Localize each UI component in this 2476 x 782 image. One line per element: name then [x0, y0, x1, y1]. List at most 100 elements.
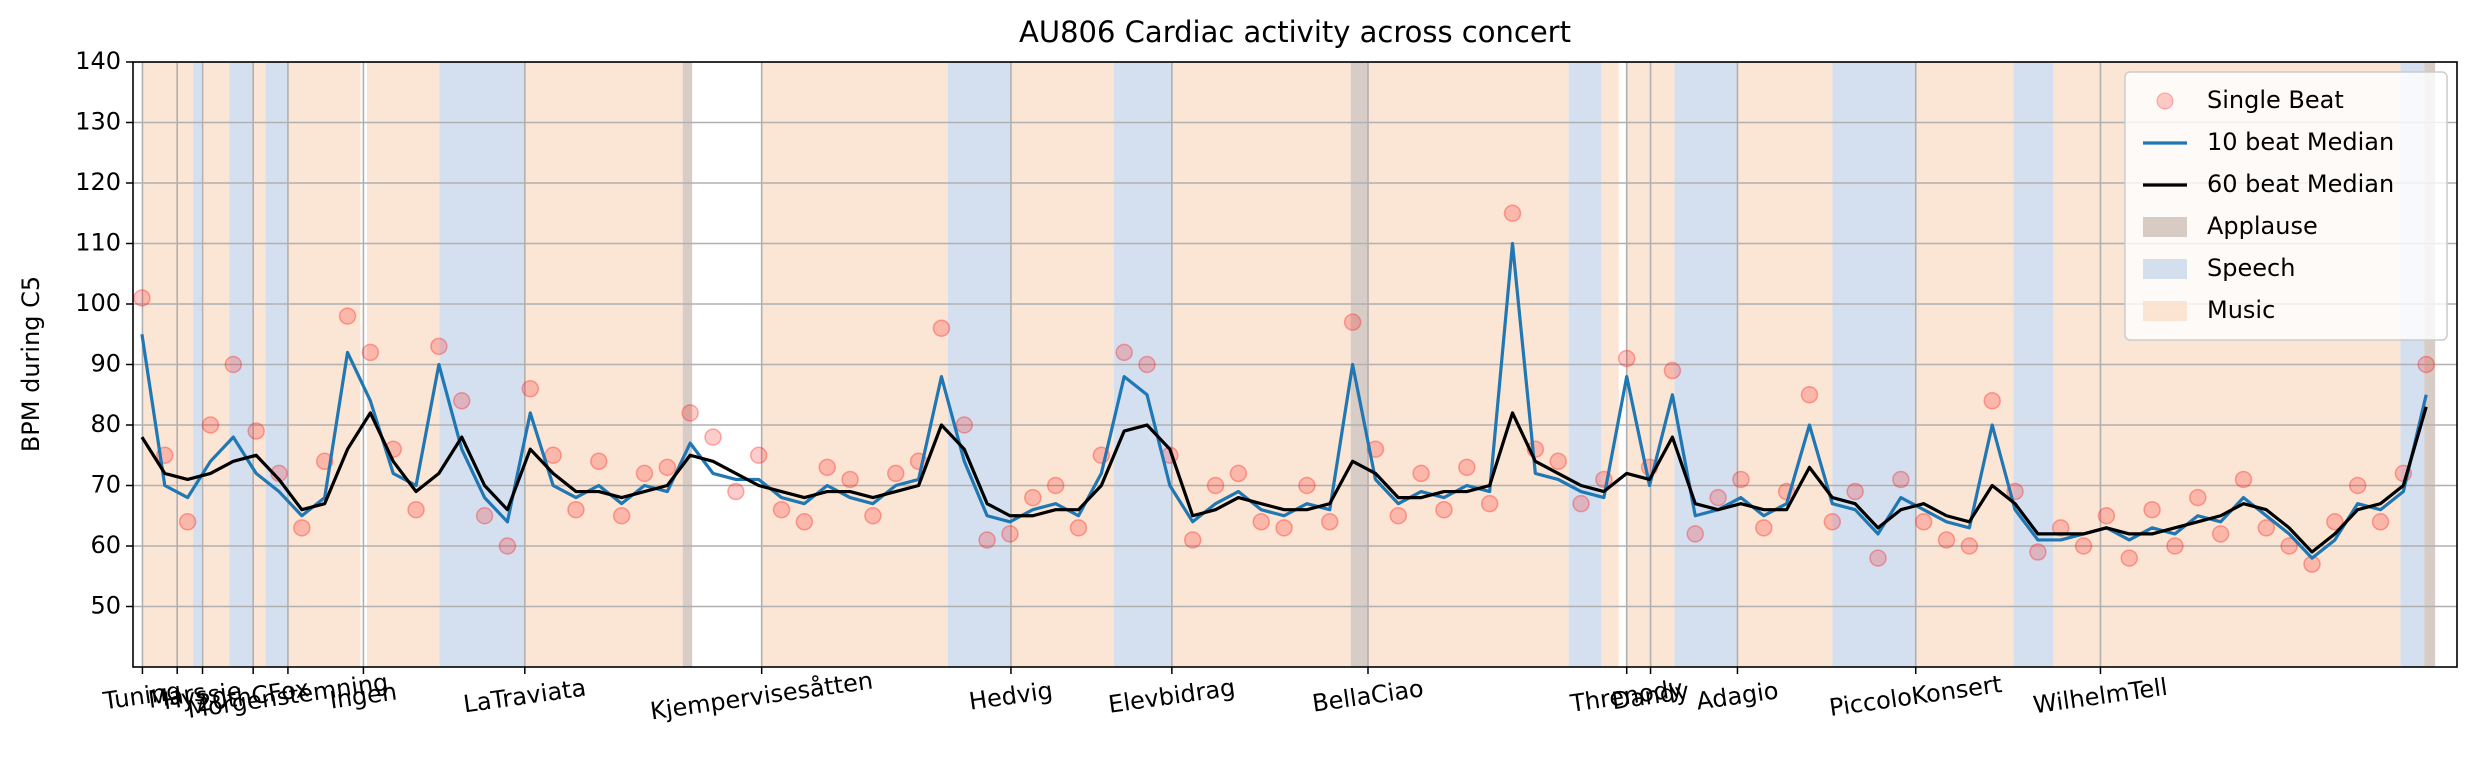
beat-point	[475, 507, 494, 525]
beat-point	[1686, 525, 1704, 543]
beat-point	[1937, 531, 1956, 549]
y-tick-label: 100	[75, 289, 121, 317]
beat-point	[133, 289, 151, 307]
legend: Single Beat 10 beat Median 60 beat Median A…	[2124, 71, 2448, 341]
beat-point	[498, 537, 517, 555]
beat-point	[2166, 537, 2184, 555]
y-tick-label: 60	[90, 531, 121, 559]
beat-point	[1755, 519, 1773, 537]
y-tick-label: 80	[90, 410, 121, 438]
beat-point	[841, 470, 859, 489]
beat-point	[407, 500, 425, 519]
beat-point	[1138, 355, 1156, 374]
beat-point	[452, 392, 471, 410]
beat-point	[293, 519, 311, 537]
beat-point	[1046, 476, 1065, 495]
x-tick-label: WilhelmTell	[2031, 673, 2169, 720]
beat-point	[2280, 537, 2298, 555]
beat-point	[201, 416, 220, 434]
beat-point	[932, 319, 951, 337]
beat-point	[2326, 513, 2344, 531]
beat-point	[2371, 513, 2390, 531]
beat-point	[2051, 519, 2070, 537]
y-tick-label: 110	[75, 229, 121, 257]
beat-point	[1001, 525, 1019, 543]
y-tick-label: 70	[90, 471, 121, 499]
beat-point	[1960, 537, 1979, 555]
beat-point	[338, 307, 357, 325]
x-tick-label: BellaCiao	[1310, 674, 1425, 717]
beat-point	[567, 500, 585, 519]
beat-point	[727, 482, 745, 501]
beat-point	[1709, 488, 1727, 507]
beat-point	[864, 507, 882, 525]
beat-point	[590, 452, 608, 471]
beat-point	[2189, 488, 2207, 507]
beat-point	[1549, 452, 1567, 471]
beat-point	[1892, 470, 1910, 489]
beat-point	[1343, 313, 1362, 331]
beat-point	[1846, 482, 1864, 501]
beat-point	[2029, 543, 2047, 561]
beat-point	[1572, 494, 1590, 513]
beat-point	[749, 446, 768, 464]
beat-point	[2120, 549, 2139, 567]
beat-point	[1252, 513, 1270, 531]
beat-point	[635, 464, 654, 483]
beat-point	[1869, 549, 1887, 567]
beat-point	[1024, 488, 1042, 507]
beat-point	[2348, 476, 2367, 495]
beat-point	[1206, 476, 1225, 495]
legend-label: 60 beat Median	[2207, 170, 2394, 198]
legend-symbol	[2143, 217, 2187, 237]
beat-point	[1321, 513, 1339, 531]
beat-point	[1435, 500, 1453, 519]
median-line	[140, 406, 2428, 554]
beat-point	[772, 500, 791, 519]
chart-title: AU806 Cardiac activity across concert	[1019, 15, 1571, 49]
beat-point	[1412, 464, 1430, 483]
y-tick-label: 120	[75, 168, 121, 196]
legend-label: Music	[2207, 296, 2275, 324]
beat-point	[704, 428, 722, 446]
legend-label: Single Beat	[2207, 86, 2344, 114]
legend-symbol	[2156, 92, 2174, 110]
legend-label: Applause	[2207, 212, 2318, 240]
beat-point	[1914, 513, 1933, 531]
beat-point	[2143, 500, 2161, 519]
x-tick-label: Kjempervisesåtten	[648, 666, 874, 726]
legend-label: Speech	[2207, 254, 2295, 282]
legend-box	[2124, 71, 2448, 341]
beat-point	[612, 507, 631, 525]
beat-point	[2417, 355, 2435, 374]
legend-label: 10 beat Median	[2207, 128, 2394, 156]
beat-point	[1983, 392, 2001, 410]
beat-point	[1617, 349, 1636, 368]
beat-point	[544, 446, 562, 464]
y-tick-label: 140	[75, 47, 121, 75]
beat-point	[1183, 531, 1202, 549]
beat-point	[1069, 519, 1088, 537]
beat-point	[1458, 458, 1476, 477]
x-tick-label: LaTraviata	[462, 674, 588, 719]
plot-area	[133, 62, 2457, 667]
beat-point	[1115, 343, 1133, 362]
beat-point	[521, 379, 540, 398]
beat-point	[2211, 525, 2230, 543]
beat-point	[1275, 519, 1293, 537]
beat-point	[1298, 476, 1316, 495]
beat-point	[224, 355, 243, 374]
beat-point	[2234, 470, 2253, 489]
beat-point	[1503, 204, 1522, 222]
beat-point	[1480, 494, 1499, 513]
beat-point	[658, 458, 677, 477]
y-tick-label: 130	[75, 108, 121, 136]
y-axis-label: BPM during C5	[17, 276, 45, 452]
legend-symbol	[2143, 301, 2187, 321]
beat-point	[1823, 513, 1842, 531]
beat-point	[2074, 537, 2093, 555]
y-tick-label: 50	[90, 592, 121, 620]
beat-point	[2257, 519, 2276, 537]
beat-point	[430, 337, 448, 356]
